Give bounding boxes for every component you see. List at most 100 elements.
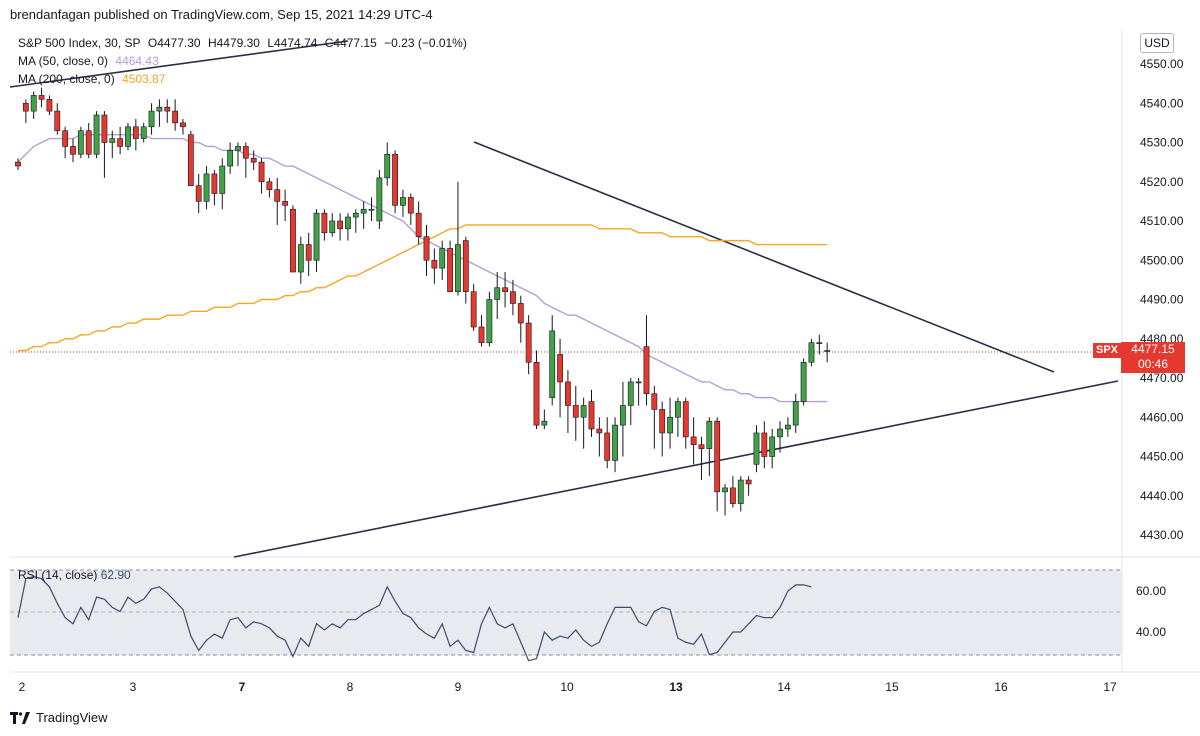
currency-button[interactable]: USD (1140, 33, 1174, 53)
candle (46, 95, 53, 116)
candle (54, 103, 61, 135)
ma50-value: 4464.43 (115, 54, 159, 68)
ma200-legend[interactable]: MA (200, close, 0) 4503.87 (18, 72, 169, 86)
candle (415, 201, 422, 245)
candle (211, 169, 218, 206)
candle (745, 476, 752, 496)
candle (305, 232, 312, 276)
candle (70, 138, 76, 163)
candle (737, 476, 744, 512)
ma50-legend[interactable]: MA (50, close, 0) 4464.43 (18, 54, 163, 68)
price-tick-label: 4470.00 (1140, 371, 1184, 385)
candle (274, 177, 281, 225)
time-tick-label: 10 (560, 680, 574, 694)
time-tick-label: 2 (19, 680, 26, 694)
candle (729, 476, 736, 508)
candle (266, 177, 273, 198)
candle (431, 248, 438, 284)
ma200-label: MA (200, close, 0) (18, 72, 115, 86)
price-tick-label: 4450.00 (1140, 450, 1184, 464)
candle (698, 436, 705, 481)
candle (423, 224, 430, 276)
candle (784, 417, 791, 437)
candle (85, 122, 92, 159)
price-tick-label: 4540.00 (1140, 96, 1184, 110)
candle (30, 91, 37, 119)
time-tick-label: 9 (455, 680, 462, 694)
candle (140, 122, 147, 143)
candle (77, 126, 84, 159)
candle (400, 189, 406, 218)
candle (156, 99, 163, 127)
symbol-name[interactable]: S&P 500 Index, 30, SP (18, 36, 141, 50)
candle (533, 350, 540, 430)
candle (455, 181, 461, 296)
time-tick-label: 8 (347, 680, 354, 694)
candle (667, 397, 673, 449)
candle (258, 158, 265, 194)
candle (227, 142, 234, 174)
tradingview-logo-icon (10, 711, 30, 724)
candle (588, 389, 595, 437)
candle (250, 150, 257, 170)
time-tick-label: 17 (1103, 680, 1117, 694)
ohlc-change: −0.23 (−0.01%) (384, 36, 467, 50)
candle (596, 417, 603, 457)
candle (659, 401, 666, 457)
candle (470, 283, 477, 331)
candle (643, 315, 650, 406)
candle (109, 130, 116, 159)
candle (525, 315, 532, 375)
rsi-label: RSI (14, close) (18, 568, 98, 582)
candle (360, 201, 367, 229)
candle (62, 126, 69, 159)
price-tick-label: 4440.00 (1140, 489, 1184, 503)
candle (329, 213, 336, 237)
ma50-label: MA (50, close, 0) (18, 54, 109, 68)
candle (816, 334, 823, 355)
candle (557, 338, 563, 418)
price-tick-label: 4510.00 (1140, 214, 1184, 228)
candle (549, 315, 556, 406)
last-price-value: 4477.15 (1131, 342, 1175, 356)
rsi-legend[interactable]: RSI (14, close) 62.90 (18, 568, 131, 582)
candle (651, 385, 658, 449)
symbol-legend: S&P 500 Index, 30, SP O4477.30 H4479.30 … (18, 36, 471, 50)
candle (93, 111, 100, 159)
candle (769, 429, 776, 469)
ma200-value: 4503.87 (122, 72, 166, 86)
candle (714, 417, 721, 512)
footer-brand[interactable]: TradingView (10, 710, 108, 725)
price-tick-label: 4490.00 (1140, 293, 1184, 307)
rsi-line (17, 576, 812, 662)
ascending-trendline (233, 380, 1119, 558)
candle (407, 193, 414, 225)
candle (352, 209, 359, 233)
candle (15, 158, 21, 170)
candle (187, 130, 194, 186)
candle (690, 417, 697, 465)
candle (321, 209, 328, 241)
candle (368, 197, 375, 221)
bar-countdown: 00:46 (1137, 357, 1169, 371)
time-tick-label: 14 (777, 680, 791, 694)
candle (164, 99, 171, 123)
publisher-line: brendanfagan published on TradingView.co… (10, 7, 433, 22)
candle (777, 421, 783, 453)
candle (792, 393, 799, 433)
rsi-tick-label: 60.00 (1136, 584, 1166, 598)
price-tick-label: 4430.00 (1140, 528, 1184, 542)
candle (478, 315, 485, 347)
candle (180, 118, 186, 135)
price-tick-label: 4550.00 (1140, 57, 1184, 71)
candle (682, 397, 689, 449)
candle (604, 417, 611, 469)
candle (706, 417, 713, 477)
candle (290, 205, 296, 273)
candle (808, 338, 815, 367)
candle (392, 150, 398, 214)
candle (101, 111, 108, 178)
candle (337, 213, 343, 241)
price-tick-label: 4520.00 (1140, 175, 1184, 189)
candle (242, 142, 249, 178)
